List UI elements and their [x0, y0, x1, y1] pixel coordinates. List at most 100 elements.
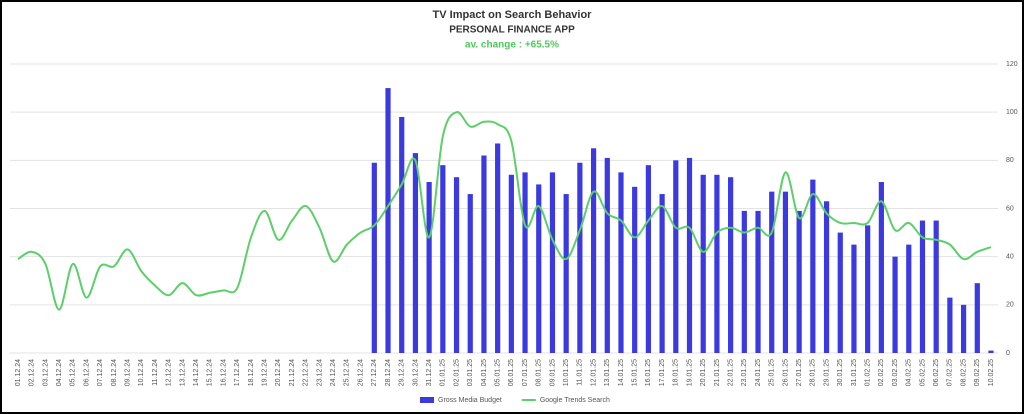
bar: [714, 174, 720, 353]
x-tick-label: 02.01.25: [453, 359, 460, 386]
legend-label: Gross Media Budget: [438, 397, 502, 404]
legend-label: Google Trends Search: [540, 397, 610, 404]
x-tick-label: 25.01.25: [769, 359, 776, 386]
line: [17, 111, 992, 311]
x-tick-label: 15.12.24: [207, 359, 214, 386]
x-tick-label: 14.01.25: [618, 359, 625, 386]
x-tick-label: 07.01.25: [522, 359, 529, 386]
x-tick-label: 01.01.25: [440, 359, 447, 386]
x-tick-label: 12.12.24: [166, 359, 173, 386]
x-tick-label: 20.12.24: [275, 359, 282, 386]
x-tick-label: 16.12.24: [220, 359, 227, 386]
x-tick-label: 21.12.24: [289, 359, 296, 386]
x-tick-label: 22.12.24: [303, 359, 310, 386]
y-tick-label: 60: [1006, 205, 1014, 212]
x-tick-label: 10.02.25: [988, 359, 995, 386]
x-tick-label: 09.12.24: [124, 359, 131, 386]
x-tick-label: 24.12.24: [330, 359, 337, 386]
x-tick-label: 30.01.25: [837, 359, 844, 386]
x-tick-label: 29.01.25: [823, 359, 830, 386]
bar: [769, 191, 775, 353]
bar: [385, 88, 391, 353]
bar: [399, 116, 405, 353]
bar: [823, 201, 830, 353]
x-tick-label: 23.12.24: [316, 359, 323, 386]
x-tick-label: 27.01.25: [796, 359, 803, 386]
bar: [755, 210, 761, 353]
y-tick-label: 0: [1006, 350, 1010, 357]
x-tick-label: 08.02.25: [960, 359, 967, 386]
x-tick-label: 15.01.25: [632, 359, 639, 386]
x-tick-label: 06.02.25: [933, 359, 940, 386]
x-tick-label: 08.12.24: [111, 359, 118, 386]
bar: [440, 165, 446, 353]
x-tick-label: 19.12.24: [262, 359, 269, 386]
bar: [453, 177, 460, 353]
x-tick-label: 01.02.25: [865, 359, 872, 386]
bar: [536, 184, 542, 353]
x-tick-label: 28.12.24: [385, 359, 392, 386]
bar: [645, 165, 651, 353]
bar: [974, 283, 980, 353]
bar: [371, 162, 377, 353]
bar: [851, 244, 857, 353]
bar: [878, 182, 884, 353]
x-tick-label: 14.12.24: [193, 359, 200, 386]
bar: [865, 225, 871, 353]
x-tick-label: 04.02.25: [906, 359, 913, 386]
bar: [906, 244, 912, 353]
y-tick-label: 20: [1006, 302, 1014, 309]
x-tick-label: 04.01.25: [481, 359, 488, 386]
x-tick-label: 26.12.24: [357, 359, 364, 386]
chart-title: TV Impact on Search Behavior: [433, 9, 593, 21]
bar: [467, 194, 473, 353]
x-tick-label: 11.12.24: [152, 359, 159, 386]
x-tick-label: 13.12.24: [179, 359, 186, 386]
bar: [741, 210, 747, 353]
chart-subtitle: PERSONAL FINANCE APP: [449, 25, 575, 36]
x-tick-label: 28.01.25: [810, 359, 817, 386]
bar: [728, 177, 734, 353]
x-tick-label: 07.02.25: [947, 359, 954, 386]
x-tick-label: 05.01.25: [494, 359, 501, 386]
x-tick-label: 06.01.25: [508, 359, 515, 386]
x-tick-label: 31.01.25: [851, 359, 858, 386]
bar: [577, 162, 583, 353]
bar: [837, 232, 843, 353]
x-tick-label: 13.01.25: [604, 359, 611, 386]
x-tick-label: 09.02.25: [974, 359, 981, 386]
x-tick-label: 24.01.25: [755, 359, 762, 386]
y-tick-label: 40: [1006, 254, 1014, 261]
x-tick-label: 05.12.24: [70, 359, 77, 386]
bar: [919, 220, 926, 353]
bar: [659, 194, 665, 353]
x-tick-label: 21.01.25: [714, 359, 721, 386]
bar: [892, 256, 898, 353]
y-tick-label: 100: [1006, 109, 1018, 116]
x-tick-label: 27.12.24: [371, 359, 378, 386]
bar: [604, 157, 610, 353]
x-tick-label: 30.12.24: [412, 359, 419, 386]
x-tick-label: 10.12.24: [138, 359, 145, 386]
x-tick-label: 22.01.25: [727, 359, 734, 386]
bar: [988, 350, 994, 353]
x-tick-label: 16.01.25: [645, 359, 652, 386]
bar: [618, 172, 624, 353]
x-tick-label: 02.02.25: [878, 359, 885, 386]
bar: [590, 148, 597, 353]
x-tick-label: 26.01.25: [782, 359, 789, 386]
x-tick-label: 01.12.24: [15, 359, 22, 386]
y-tick-label: 80: [1006, 157, 1014, 164]
bar: [522, 172, 528, 353]
bar: [549, 172, 556, 353]
y-tick-label: 120: [1006, 61, 1018, 68]
bar: [508, 174, 514, 353]
x-tick-label: 23.01.25: [741, 359, 748, 386]
x-tick-label: 03.02.25: [892, 359, 899, 386]
x-tick-label: 08.01.25: [536, 359, 543, 386]
bar: [563, 194, 569, 353]
x-tick-label: 20.01.25: [700, 359, 707, 386]
bar: [947, 297, 953, 353]
bar: [412, 153, 419, 353]
